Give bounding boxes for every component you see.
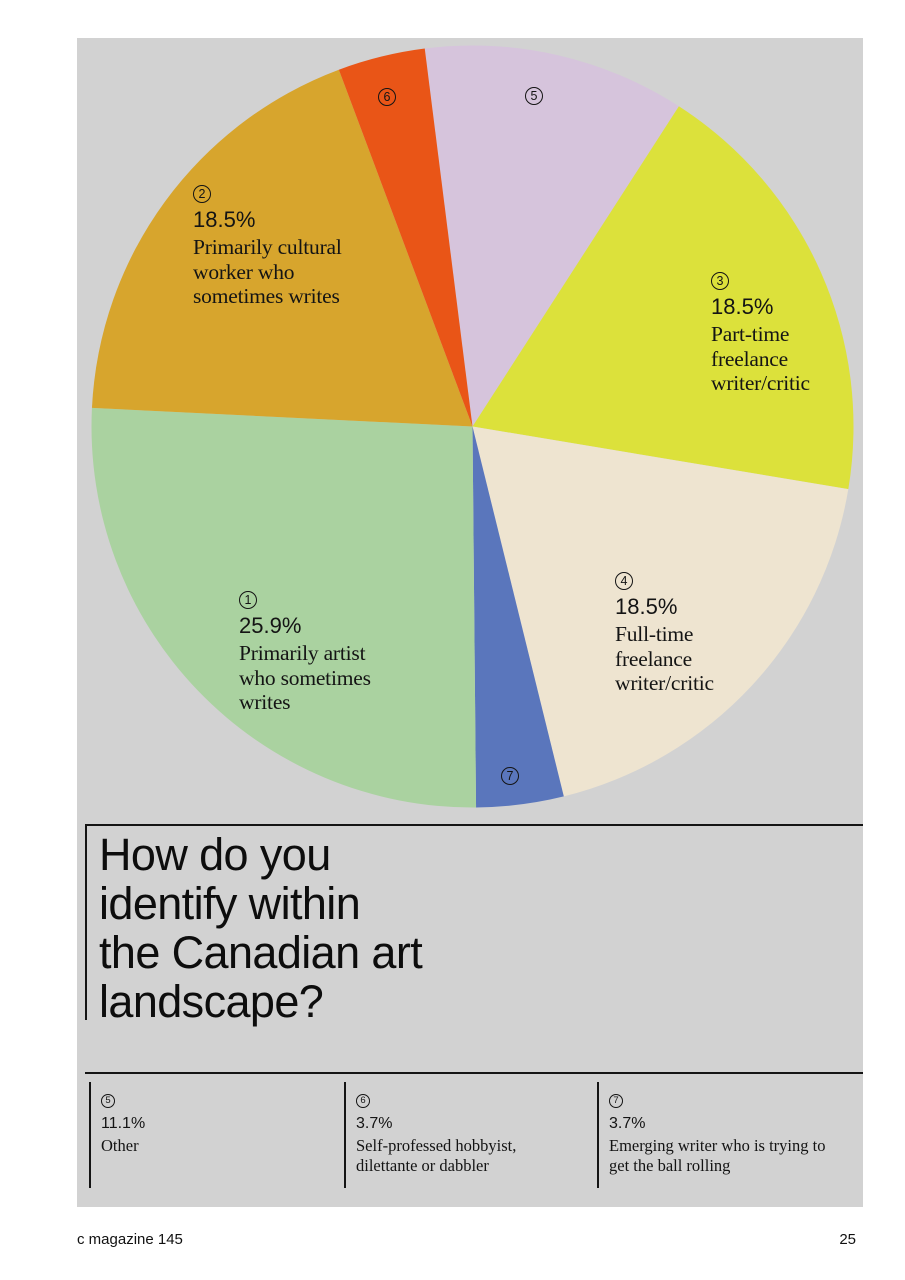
slice-3-percent: 18.5% [711, 294, 774, 320]
slice-4-description: Full-time freelance writer/critic [615, 622, 714, 696]
slice-2-percent: 18.5% [193, 207, 256, 233]
pie-slice-5 [424, 45, 679, 427]
legend-top-rule [85, 1072, 863, 1074]
legend-item-6: 6 3.7% Self-professed hobbyist, dilettan… [344, 1082, 597, 1188]
legend-7-circled-number: 7 [609, 1093, 623, 1108]
slice-5-circled-number: 5 [525, 87, 543, 105]
legend-7-description: Emerging writer who is trying to get the… [609, 1136, 826, 1175]
magazine-name: c magazine 145 [77, 1231, 183, 1248]
legend-5-description: Other [101, 1136, 139, 1155]
legend-item-7: 7 3.7% Emerging writer who is trying to … [597, 1082, 859, 1188]
slice-1-circled-number: 1 [239, 591, 257, 610]
pie-slice-6 [338, 48, 473, 427]
slice-1-description: Primarily artist who sometimes writes [239, 641, 371, 715]
title-top-rule [85, 824, 863, 826]
slice-6-circled-number: 6 [378, 88, 396, 106]
title-left-rule [85, 824, 87, 1020]
slice-4-percent: 18.5% [615, 594, 678, 620]
pie-label-2: 2 18.5% Primarily cultural worker who so… [193, 185, 342, 309]
legend-6-percent: 3.7% [356, 1115, 393, 1132]
slice-4-circled-number: 4 [615, 572, 633, 591]
pie-label-3: 3 18.5% Part-time freelance writer/criti… [711, 272, 810, 396]
survey-question-title: How do you identify within the Canadian … [99, 829, 423, 1027]
pie-label-1: 1 25.9% Primarily artist who sometimes w… [239, 591, 371, 715]
slice-3-circled-number: 3 [711, 272, 729, 291]
pie-label-4: 4 18.5% Full-time freelance writer/criti… [615, 572, 714, 696]
chart-panel: 1 25.9% Primarily artist who sometimes w… [77, 38, 863, 1207]
title-line: the Canadian art [99, 927, 423, 978]
title-line: landscape? [99, 976, 324, 1027]
pie-slice-7 [472, 426, 564, 808]
legend-6-description: Self-professed hobbyist, dilettante or d… [356, 1136, 517, 1175]
page-footer: c magazine 145 25 [77, 1231, 856, 1249]
pie-slice-4 [472, 426, 849, 797]
page-number: 25 [839, 1231, 856, 1248]
pie-chart [91, 45, 854, 808]
legend-5-percent: 11.1% [101, 1115, 146, 1132]
slice-2-description: Primarily cultural worker who sometimes … [193, 235, 342, 309]
pie-slice-3 [472, 106, 854, 490]
slice-7-circled-number: 7 [501, 767, 519, 785]
pie-slice-1 [91, 407, 477, 808]
legend-5-circled-number: 5 [101, 1093, 115, 1108]
title-line: How do you [99, 829, 331, 880]
legend-item-5: 5 11.1% Other [89, 1082, 344, 1188]
title-line: identify within [99, 878, 361, 929]
slice-1-percent: 25.9% [239, 613, 302, 639]
pie-slice-2 [91, 69, 473, 427]
slice-2-circled-number: 2 [193, 185, 211, 204]
legend-6-circled-number: 6 [356, 1093, 370, 1108]
legend-7-percent: 3.7% [609, 1115, 646, 1132]
slice-3-description: Part-time freelance writer/critic [711, 322, 810, 396]
